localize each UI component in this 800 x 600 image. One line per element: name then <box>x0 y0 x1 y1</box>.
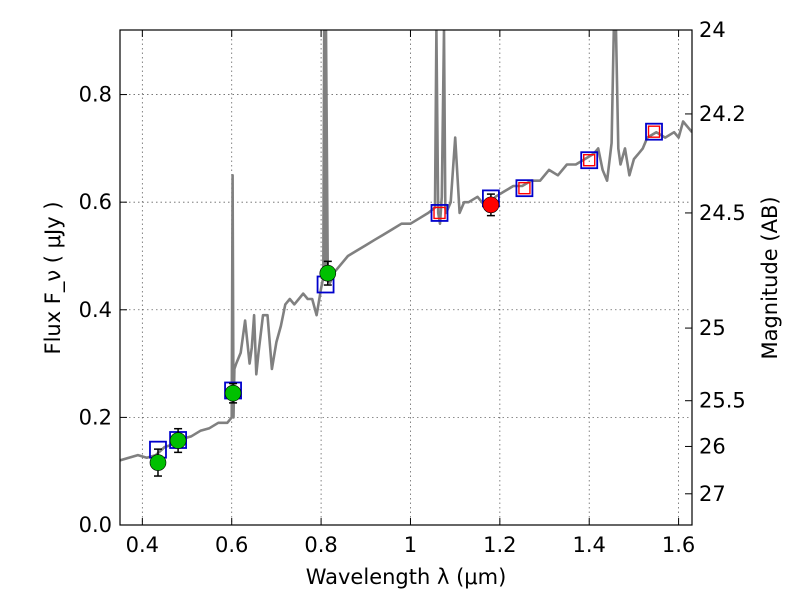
y2-tick-label: 24.2 <box>699 102 746 126</box>
observed-point <box>149 454 167 471</box>
x-axis-ticks: 0.4 0.6 0.8 1 1.2 1.4 1.6 <box>126 30 695 557</box>
template-spectrum <box>120 30 692 462</box>
spectrum-line <box>120 30 692 462</box>
model-point <box>580 151 599 170</box>
model-point-inner <box>518 181 531 195</box>
observed-point <box>224 384 242 402</box>
plot-frame <box>119 29 693 526</box>
observed-point <box>319 264 337 282</box>
y-tick-label: 0.6 <box>79 190 112 214</box>
x-tick-label: 0.6 <box>215 533 248 557</box>
y-tick-label: 0.0 <box>79 513 112 537</box>
y2-tick-label: 26 <box>699 434 726 458</box>
model-point-inner <box>647 125 661 138</box>
x-tick-label: 1 <box>404 533 417 557</box>
y2-axis-label: Magnitude (AB) <box>758 196 782 359</box>
y-tick-label: 0.2 <box>79 405 112 429</box>
model-point <box>645 122 663 141</box>
grid-lines <box>120 30 692 525</box>
observed-point <box>169 432 187 449</box>
x-axis-label: Wavelength λ (μm) <box>306 565 507 589</box>
x-tick-label: 1.6 <box>662 533 695 557</box>
y2-tick-label: 27 <box>699 482 726 506</box>
y2-axis-ticks: 24 24.2 24.5 25 25.5 26 27 <box>685 18 746 506</box>
model-point <box>515 179 534 198</box>
x-tick-label: 1.2 <box>483 533 516 557</box>
model-point-inner <box>583 154 596 167</box>
y-tick-label: 0.8 <box>79 83 112 107</box>
x-tick-label: 0.4 <box>126 533 159 557</box>
y2-tick-label: 25.5 <box>699 389 746 413</box>
y-tick-label: 0.4 <box>79 298 112 322</box>
y2-tick-label: 25 <box>699 316 726 340</box>
x-tick-label: 1.4 <box>573 533 606 557</box>
y-axis-ticks: 0.0 0.2 0.4 0.6 0.8 <box>79 83 127 537</box>
model-photometry-layer <box>149 122 663 459</box>
y2-tick-label: 24 <box>699 18 726 42</box>
x-tick-label: 0.8 <box>304 533 337 557</box>
model-point-inner <box>433 206 446 220</box>
observed-photometry-layer <box>149 193 500 477</box>
y-axis-label: Flux F_ν ( μJy ) <box>41 201 66 354</box>
observed-point <box>482 196 500 214</box>
model-point <box>430 204 449 222</box>
y2-tick-label: 24.5 <box>699 201 746 225</box>
